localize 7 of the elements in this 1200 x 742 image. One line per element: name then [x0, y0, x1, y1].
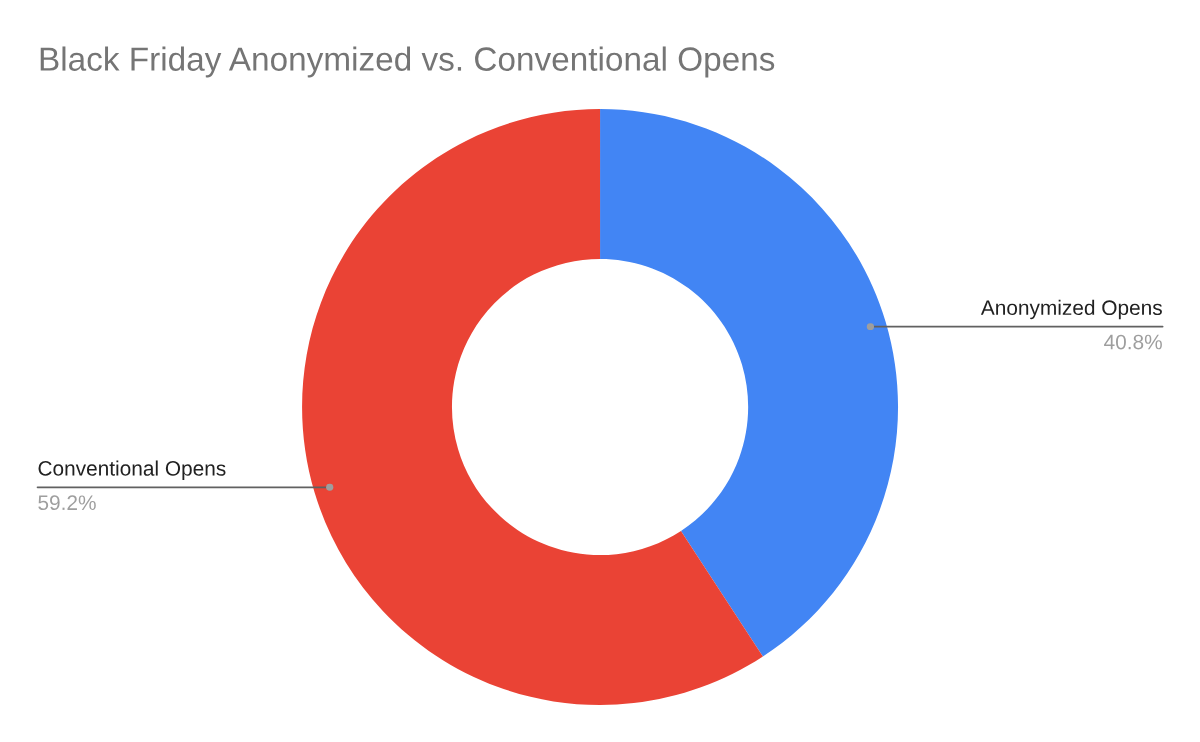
data-label: 40.8% — [1104, 334, 1162, 350]
donut-slice — [600, 109, 898, 657]
donut-slice — [302, 109, 763, 705]
chart-title: Black Friday Anonymized vs. Conventional Opens — [40, 46, 775, 78]
data-label: 59.2% — [38, 495, 96, 511]
slice-label: Anonymized Opens — [980, 299, 1162, 320]
slice-label: Conventional Opens — [38, 460, 226, 480]
